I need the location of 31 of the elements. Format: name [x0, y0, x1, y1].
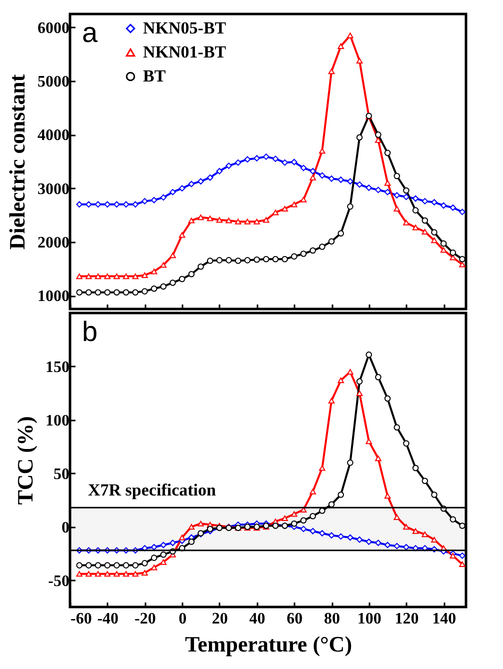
x-tick-label: 140: [432, 610, 456, 628]
x-tick-label: -20: [134, 610, 156, 628]
legend-label: BT: [143, 66, 166, 86]
band-label: X7R specification: [88, 480, 216, 500]
y-tick-label: 150: [46, 358, 70, 376]
x-tick-label: -60: [70, 610, 92, 628]
legend-label: NKN01-BT: [143, 42, 227, 62]
x-tick-label: 40: [249, 610, 266, 628]
y-tick-label: 1000: [38, 288, 70, 306]
x-tick-label: 100: [357, 610, 382, 628]
y-tick-label: 6000: [38, 20, 70, 37]
legend-label: NKN05-BT: [143, 18, 227, 38]
y-axis-title: Dielectric constant: [4, 74, 30, 250]
y-tick-label: -50: [48, 572, 70, 590]
x-tick-label: 20: [212, 610, 228, 628]
x-axis-title: Temperature (°C): [184, 632, 352, 656]
y-tick-label: 3000: [38, 180, 70, 198]
x-tick-label: 0: [178, 610, 187, 628]
y-tick-label: 2000: [38, 234, 70, 252]
y-tick-label: 50: [54, 466, 70, 483]
x-tick-label: 60: [286, 610, 303, 628]
y-tick-label: 100: [46, 412, 70, 430]
x-tick-label: -40: [97, 610, 119, 628]
y-tick-label: 5000: [38, 74, 70, 91]
annotation: b: [82, 316, 98, 347]
annotation: a: [82, 17, 98, 48]
y-tick-label: 4000: [38, 127, 70, 144]
x-tick-label: 80: [324, 610, 340, 628]
x-tick-label: 120: [394, 610, 419, 628]
y-tick-label: 0: [62, 519, 70, 536]
y-axis-title: TCC (%): [12, 416, 38, 505]
